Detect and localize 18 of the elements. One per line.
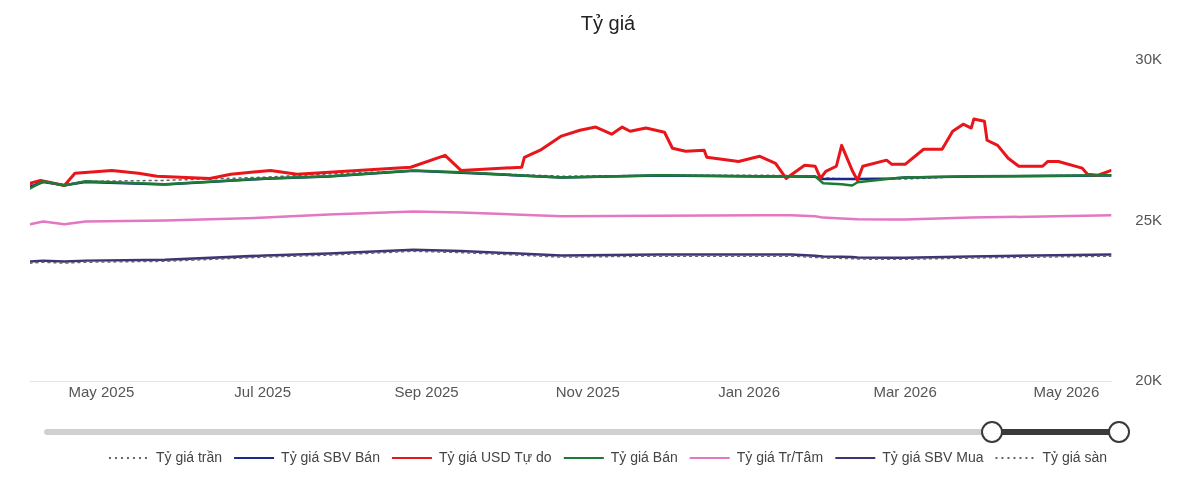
legend-label: Tỷ giá Bán xyxy=(610,448,678,465)
legend-label: Tỷ giá SBV Mua xyxy=(882,448,984,465)
y-tick-label: 20K xyxy=(1135,371,1163,389)
legend-label: Tỷ giá trần xyxy=(155,448,223,465)
x-tick-label: Nov 2025 xyxy=(555,383,620,401)
legend-label: Tỷ giá Tr/Tâm xyxy=(736,448,824,465)
chart-title: Tỷ giá xyxy=(580,11,637,34)
legend-label: Tỷ giá SBV Bán xyxy=(281,448,380,465)
y-tick-label: 25K xyxy=(1135,210,1163,228)
x-tick-label: Mar 2026 xyxy=(873,383,937,401)
x-tick-label: Jan 2026 xyxy=(718,383,780,401)
y-tick-label: 30K xyxy=(1135,50,1163,68)
legend-label: Tỷ giá USD Tự do xyxy=(438,448,552,465)
legend-label: Tỷ giá sàn xyxy=(1042,448,1108,465)
x-tick-label: May 2025 xyxy=(68,383,135,401)
x-tick-label: Jul 2025 xyxy=(234,383,292,401)
x-tick-label: May 2026 xyxy=(1033,383,1100,401)
x-tick-label: Sep 2025 xyxy=(394,383,459,401)
